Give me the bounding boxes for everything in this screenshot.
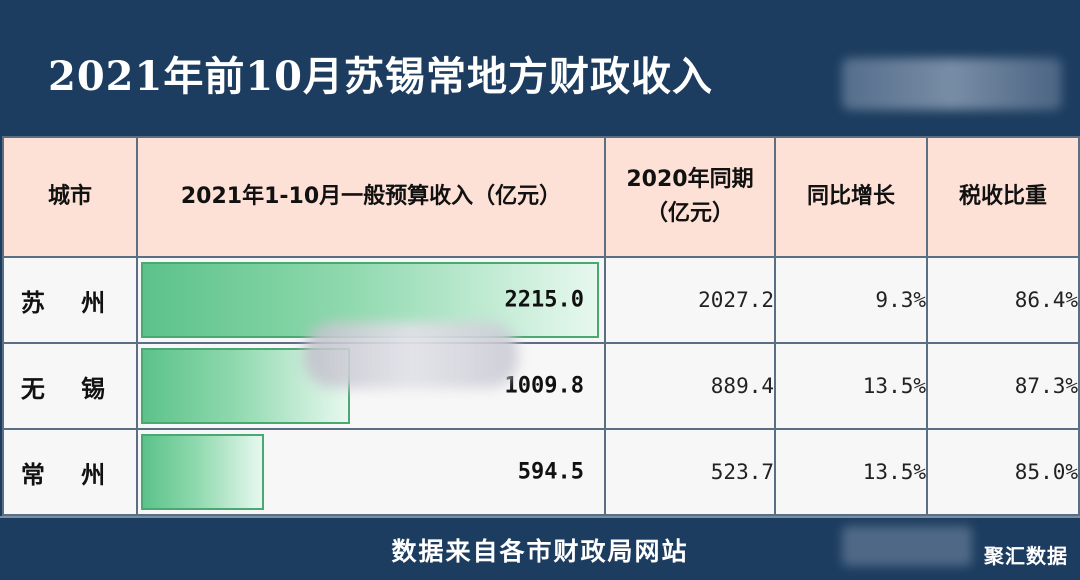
city-cell: 常 州 <box>2 428 138 516</box>
growth-cell: 13.5% <box>774 342 928 430</box>
tax-share-cell: 85.0% <box>926 428 1080 516</box>
table-row: 苏 州 2215.0 2027.2 9.3% 86.4% <box>2 256 1080 344</box>
blurred-region <box>842 58 1062 110</box>
tax-share-cell: 86.4% <box>926 256 1080 344</box>
footer-bar: 数据来自各市财政局网站 聚汇数据 <box>0 516 1080 580</box>
revenue-value-label: 1009.8 <box>504 373 584 399</box>
city-cell: 无 锡 <box>2 342 138 430</box>
column-header-tax-share: 税收比重 <box>926 136 1080 258</box>
column-header-city: 城市 <box>2 136 138 258</box>
table-row: 无 锡 1009.8 889.4 13.5% 87.3% <box>2 342 1080 430</box>
city-cell: 苏 州 <box>2 256 138 344</box>
revenue-value-label: 2215.0 <box>504 287 584 313</box>
column-header-revenue-2020: 2020年同期（亿元） <box>604 136 776 258</box>
revenue-value-label: 594.5 <box>517 459 584 485</box>
prior-year-cell: 2027.2 <box>604 256 776 344</box>
watermark-brand: 聚汇数据 <box>984 544 1068 568</box>
revenue-table: 城市 2021年1-10月一般预算收入（亿元） 2020年同期（亿元） 同比增长… <box>2 136 1080 516</box>
tax-share-cell: 87.3% <box>926 342 1080 430</box>
table-row: 常 州 594.5 523.7 13.5% 85.0% <box>2 428 1080 516</box>
growth-cell: 9.3% <box>774 256 928 344</box>
table-header-row: 城市 2021年1-10月一般预算收入（亿元） 2020年同期（亿元） 同比增长… <box>2 136 1080 258</box>
prior-year-cell: 523.7 <box>604 428 776 516</box>
source-note: 数据来自各市财政局网站 <box>391 537 689 566</box>
prior-year-cell: 889.4 <box>604 342 776 430</box>
revenue-bar <box>141 434 264 510</box>
column-header-revenue-2021: 2021年1-10月一般预算收入（亿元） <box>136 136 606 258</box>
growth-cell: 13.5% <box>774 428 928 516</box>
chart-title: 2021年前10月苏锡常地方财政收入 <box>48 53 713 100</box>
column-header-growth: 同比增长 <box>774 136 928 258</box>
blurred-region <box>842 526 972 566</box>
revenue-bar-cell: 594.5 <box>136 428 606 516</box>
blurred-region <box>304 322 518 388</box>
